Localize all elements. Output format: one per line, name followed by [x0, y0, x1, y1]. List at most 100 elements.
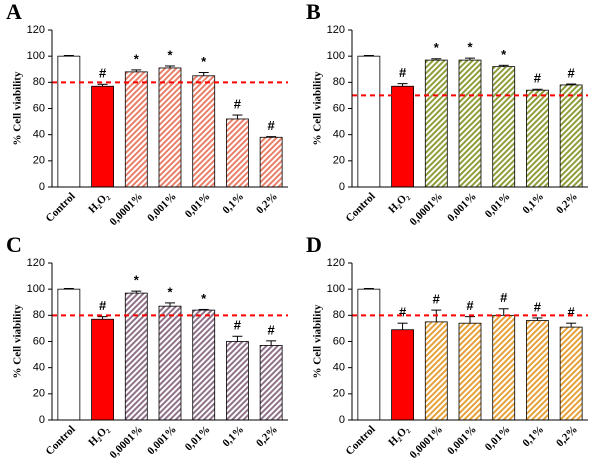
x-tick-label: 0,01% — [183, 423, 213, 453]
y-tick-label: 120 — [327, 24, 345, 36]
significance-mark: * — [201, 54, 207, 69]
significance-mark: # — [534, 71, 542, 86]
significance-mark: * — [467, 40, 473, 55]
bar — [559, 84, 583, 188]
y-tick-label: 20 — [33, 155, 45, 167]
significance-mark: # — [234, 318, 242, 333]
x-tick-label: 0,1% — [520, 190, 546, 216]
bar — [226, 118, 249, 188]
bar — [391, 329, 414, 421]
bar — [559, 326, 583, 421]
y-tick-label: 20 — [33, 388, 45, 400]
significance-mark: * — [167, 284, 173, 299]
y-tick-label: 100 — [27, 50, 45, 62]
panel-label: D — [306, 232, 322, 257]
y-tick-label: 40 — [333, 362, 345, 374]
significance-mark: * — [501, 47, 507, 62]
y-tick-label: 40 — [33, 129, 45, 141]
x-tick-label: Control — [343, 423, 377, 457]
x-tick-label: Control — [343, 190, 377, 224]
bar — [124, 292, 148, 421]
bar — [357, 288, 381, 421]
bar — [91, 318, 114, 421]
x-tick-label: Control — [43, 190, 77, 224]
bar — [226, 341, 249, 421]
significance-mark: * — [134, 273, 140, 288]
significance-mark: # — [534, 299, 542, 314]
significance-mark: # — [399, 305, 407, 320]
bar — [458, 322, 482, 421]
y-tick-label: 120 — [327, 257, 345, 269]
x-tick-label: 0,0001% — [108, 423, 146, 461]
y-tick-label: 60 — [33, 335, 45, 347]
y-tick-label: 20 — [333, 388, 345, 400]
significance-mark: * — [434, 40, 440, 55]
bar — [158, 305, 182, 421]
x-tick-label: 0,0001% — [408, 423, 446, 461]
x-tick-label: 0,01% — [483, 190, 513, 220]
x-tick-label: 0,2% — [554, 190, 580, 216]
bar — [124, 71, 148, 188]
bar — [424, 59, 448, 188]
bar — [526, 320, 549, 421]
y-tick-label: 0 — [339, 181, 345, 193]
bar — [91, 85, 114, 188]
y-tick-label: 40 — [333, 129, 345, 141]
bar — [57, 288, 81, 421]
bar — [57, 55, 81, 188]
x-tick-label: 0,001% — [445, 423, 479, 457]
y-tick-label: 100 — [327, 50, 345, 62]
significance-mark: # — [268, 322, 276, 337]
x-tick-label: 0,2% — [254, 423, 280, 449]
y-tick-label: 60 — [33, 102, 45, 114]
bar — [492, 314, 516, 421]
significance-mark: # — [234, 96, 242, 111]
x-tick-label: 0,1% — [220, 190, 246, 216]
y-tick-label: 120 — [27, 24, 45, 36]
y-tick-label: 60 — [333, 335, 345, 347]
bar — [526, 89, 549, 188]
bar — [424, 321, 448, 421]
y-tick-label: 80 — [33, 309, 45, 321]
significance-mark: # — [568, 65, 576, 80]
bar — [259, 136, 283, 188]
x-tick-label: 0,001% — [145, 190, 179, 224]
bar — [158, 67, 182, 188]
y-tick-label: 0 — [39, 181, 45, 193]
x-tick-label: 0,0001% — [408, 190, 446, 228]
x-tick-label: 0,01% — [183, 190, 213, 220]
x-tick-label: H₂O₂ — [86, 190, 112, 216]
panel-label: B — [306, 0, 321, 24]
bar — [492, 66, 516, 188]
bar — [391, 85, 414, 188]
x-tick-label: 0,1% — [220, 423, 246, 449]
significance-mark: * — [167, 47, 173, 62]
y-tick-label: 100 — [27, 283, 45, 295]
y-axis-label: % Cell viability — [312, 71, 324, 145]
y-tick-label: 20 — [333, 155, 345, 167]
y-tick-label: 40 — [33, 362, 45, 374]
y-tick-label: 60 — [333, 102, 345, 114]
x-tick-label: H₂O₂ — [386, 423, 412, 449]
significance-mark: * — [201, 291, 207, 306]
y-tick-label: 100 — [327, 283, 345, 295]
bar — [259, 345, 283, 421]
y-axis-label: % Cell viability — [12, 304, 24, 378]
x-tick-label: 0,1% — [520, 423, 546, 449]
y-tick-label: 0 — [339, 414, 345, 426]
significance-mark: # — [399, 65, 407, 80]
y-axis-label: % Cell viability — [12, 71, 24, 145]
y-tick-label: 80 — [33, 76, 45, 88]
significance-mark: # — [268, 118, 276, 133]
significance-mark: # — [433, 292, 441, 307]
bar — [357, 55, 381, 188]
y-tick-label: 0 — [39, 414, 45, 426]
x-tick-label: 0,2% — [254, 190, 280, 216]
significance-mark: # — [99, 298, 107, 313]
bar — [192, 75, 216, 188]
bar — [192, 309, 216, 421]
significance-mark: # — [99, 66, 107, 81]
x-tick-label: H₂O₂ — [86, 423, 112, 449]
y-tick-label: 80 — [333, 76, 345, 88]
